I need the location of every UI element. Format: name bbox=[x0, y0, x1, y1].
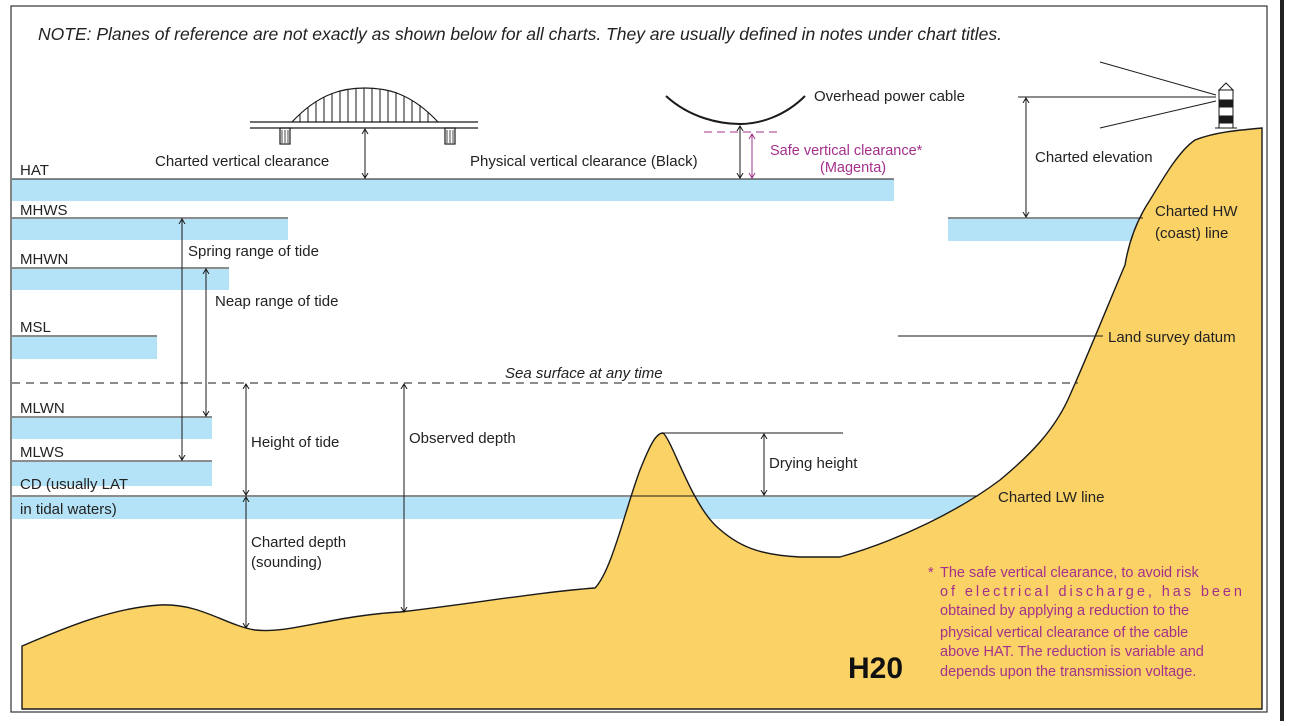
msl-water-band bbox=[12, 337, 157, 359]
mhwn-water-band bbox=[12, 269, 229, 290]
cd-label-line2: in tidal waters) bbox=[20, 501, 117, 518]
hat-water-band bbox=[12, 179, 894, 201]
charted-depth-label-line1: Charted depth bbox=[251, 534, 346, 551]
level-lines bbox=[12, 178, 1143, 497]
charted-elevation-label: Charted elevation bbox=[1035, 149, 1153, 166]
footnote-line: depends upon the transmission voltage. bbox=[940, 664, 1196, 680]
mlws-label: MLWS bbox=[20, 444, 64, 461]
footnote-line: physical vertical clearance of the cable bbox=[940, 625, 1188, 641]
mlws-water-band bbox=[12, 462, 212, 486]
note-text: NOTE: Planes of reference are not exactl… bbox=[38, 24, 1002, 44]
neap-range-label: Neap range of tide bbox=[215, 293, 338, 310]
cd-label-line1: CD (usually LAT bbox=[20, 476, 128, 493]
mhws-water-band bbox=[12, 219, 288, 240]
physical-vertical-clearance-label: Physical vertical clearance (Black) bbox=[470, 153, 698, 170]
charted-hw-water-band bbox=[948, 219, 1143, 241]
cd-water-band bbox=[12, 497, 978, 519]
charted-hw-label-line2: (coast) line bbox=[1155, 225, 1228, 242]
mlwn-label: MLWN bbox=[20, 400, 65, 417]
sea-surface-label: Sea surface at any time bbox=[505, 365, 663, 382]
bridge-icon bbox=[250, 87, 478, 145]
spring-range-label: Spring range of tide bbox=[188, 243, 319, 260]
seabed-and-coast bbox=[21, 127, 1263, 710]
charted-depth-label-line2: (sounding) bbox=[251, 554, 322, 571]
height-of-tide-label: Height of tide bbox=[251, 434, 339, 451]
footnote-line: obtained by applying a reduction to the bbox=[940, 603, 1189, 619]
charted-lw-line-label: Charted LW line bbox=[998, 489, 1104, 506]
footnote-line: The safe vertical clearance, to avoid ri… bbox=[940, 565, 1199, 581]
lighthouse-icon bbox=[1099, 61, 1237, 129]
observed-depth-label: Observed depth bbox=[409, 430, 516, 447]
water-bands bbox=[12, 179, 1143, 519]
page-edge-bar bbox=[1280, 0, 1284, 721]
figure-code: H20 bbox=[848, 652, 903, 685]
land-survey-datum-label: Land survey datum bbox=[1108, 329, 1236, 346]
drying-height-label: Drying height bbox=[769, 455, 858, 472]
mlwn-water-band bbox=[12, 418, 212, 439]
msl-label: MSL bbox=[20, 319, 51, 336]
power-cable-icon bbox=[665, 95, 806, 126]
footnote-text: The safe vertical clearance, to avoid ri… bbox=[940, 565, 1242, 680]
mhwn-label: MHWN bbox=[20, 251, 68, 268]
safe-vertical-clearance-label-line2: (Magenta) bbox=[820, 160, 886, 176]
footnote-line: of electrical discharge, has been bbox=[940, 584, 1242, 600]
footnote-star: * bbox=[928, 565, 934, 581]
hat-label: HAT bbox=[20, 162, 49, 179]
overhead-power-cable-label: Overhead power cable bbox=[814, 88, 965, 105]
safe-vertical-clearance-label-line1: Safe vertical clearance* bbox=[770, 143, 923, 159]
charted-hw-label-line1: Charted HW bbox=[1155, 203, 1238, 220]
footnote-line: above HAT. The reduction is variable and bbox=[940, 644, 1204, 660]
charted-vertical-clearance-label: Charted vertical clearance bbox=[155, 153, 329, 170]
mhws-label: MHWS bbox=[20, 202, 68, 219]
